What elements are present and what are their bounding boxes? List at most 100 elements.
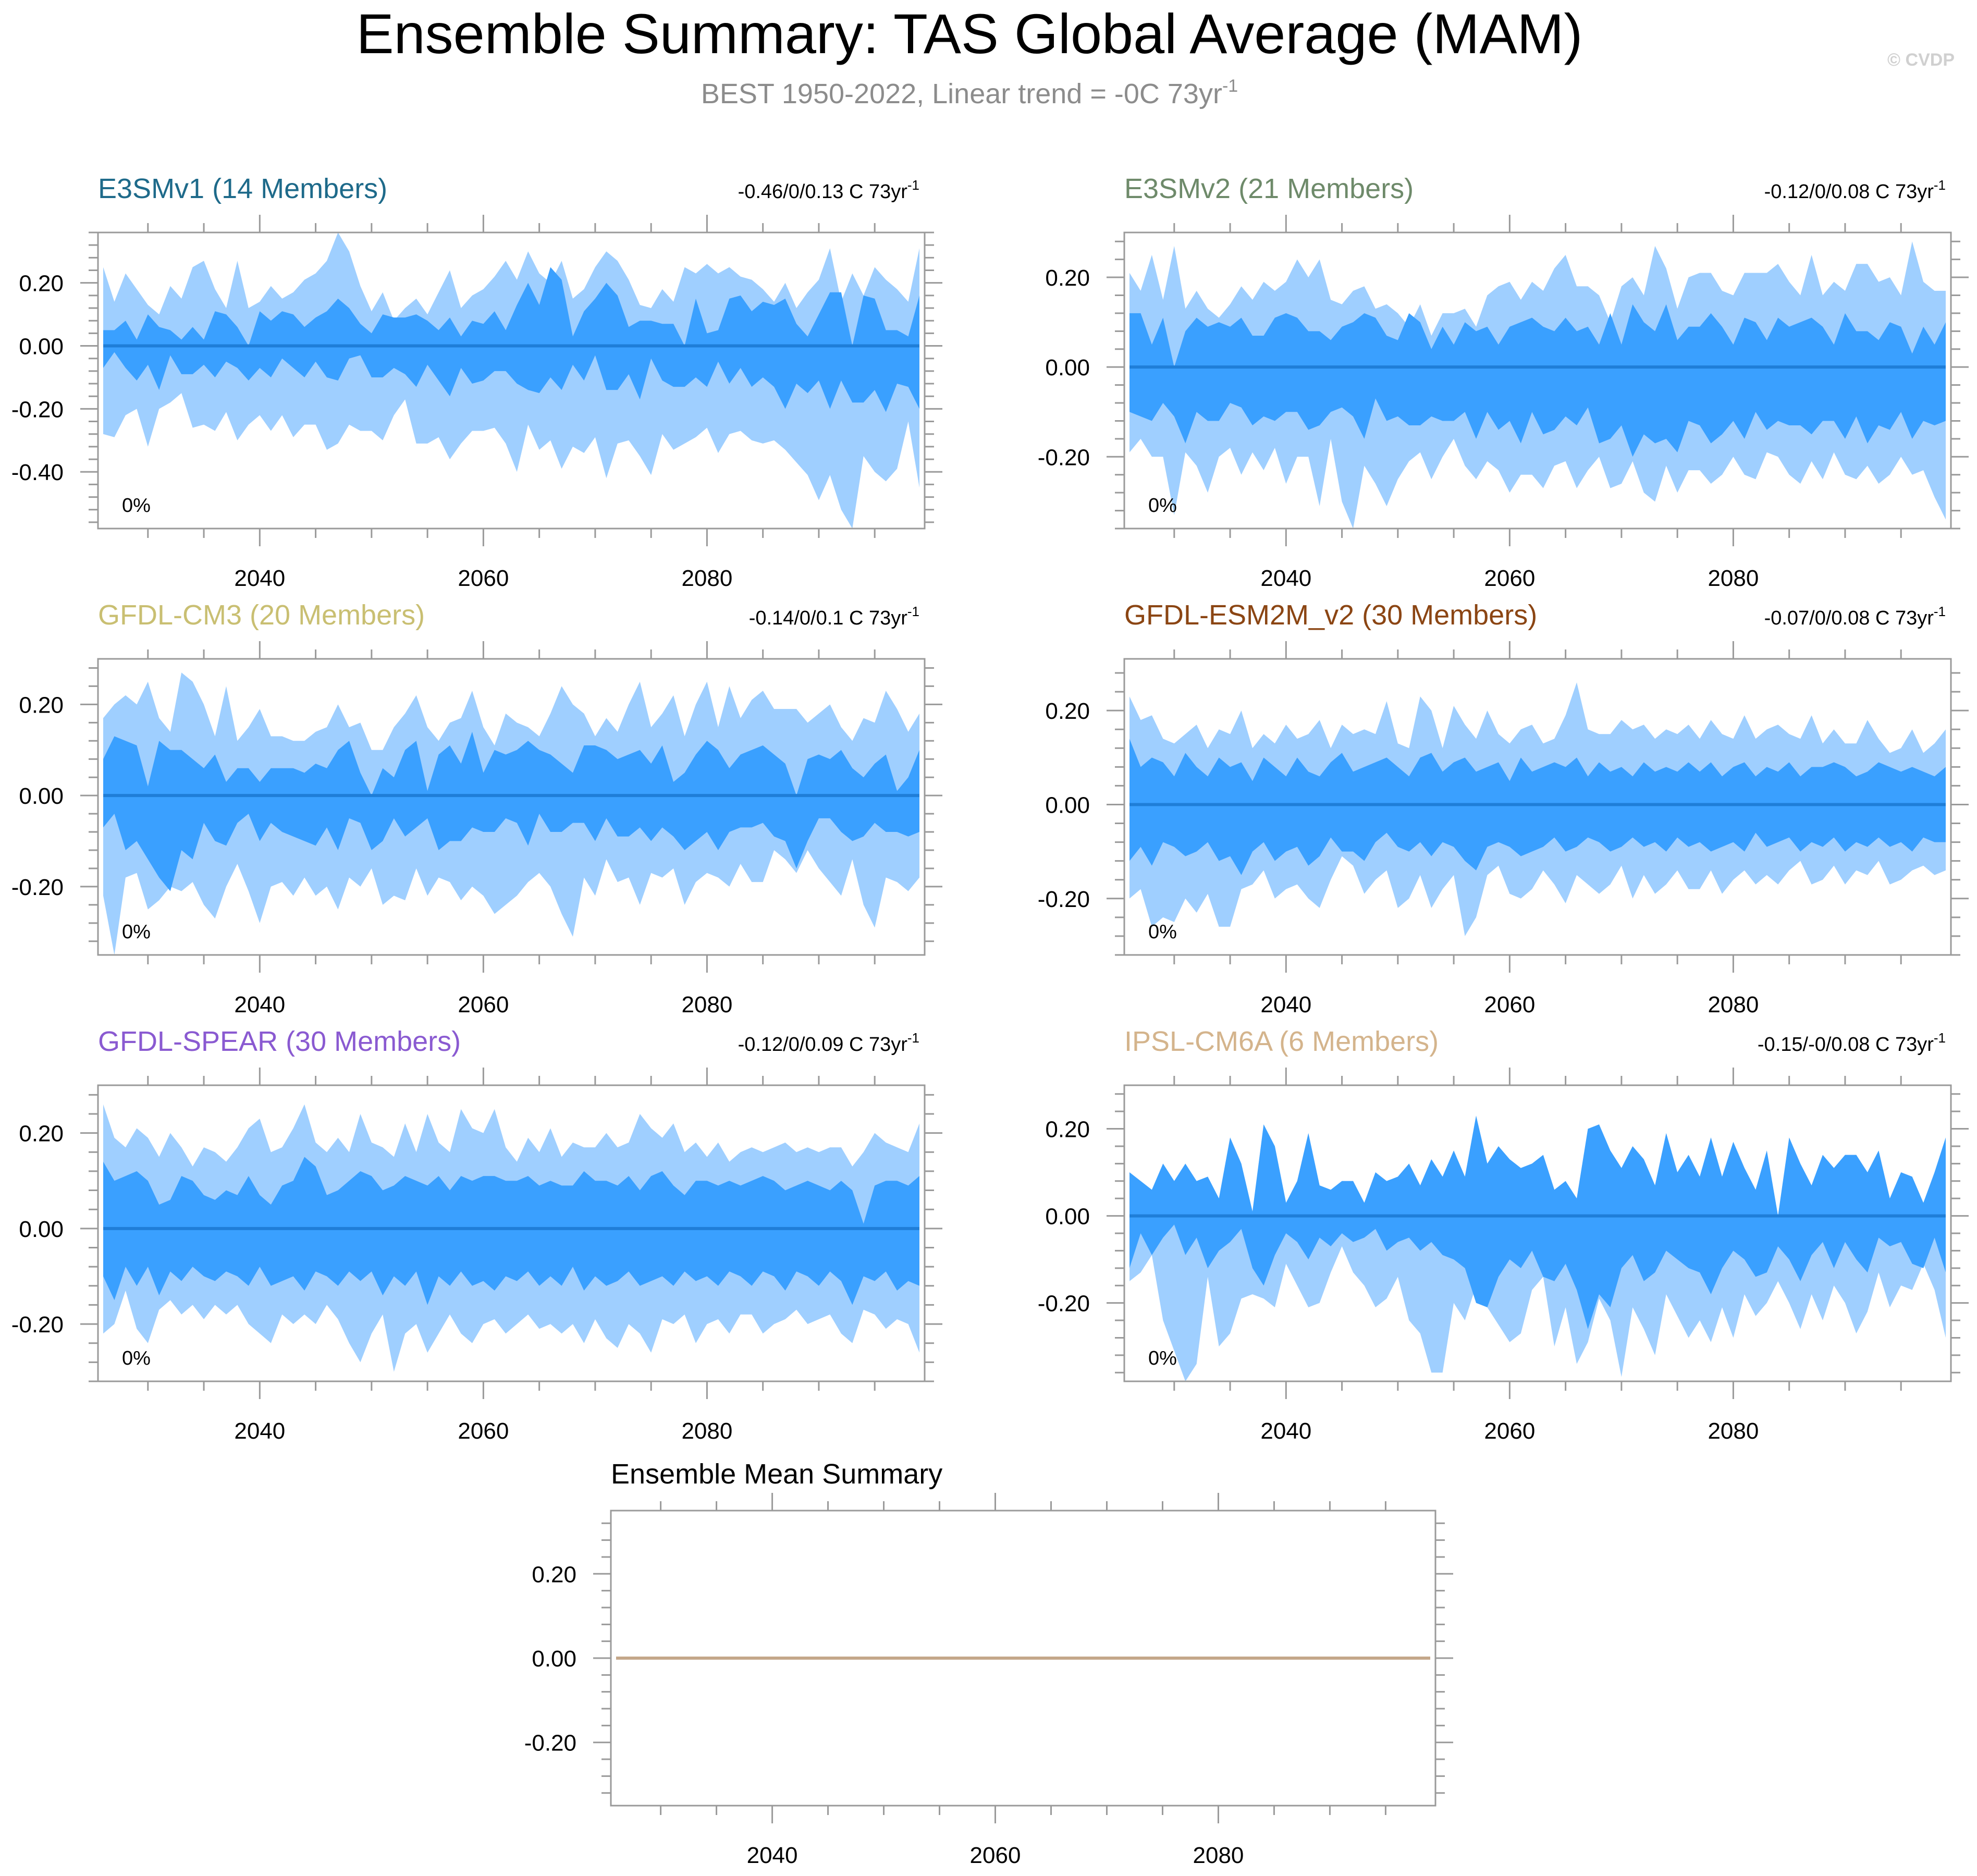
panel-title: Ensemble Mean Summary: [611, 1458, 942, 1490]
chart-panels: -0.40 -0.20 0.00 0.20 2040 2060 2080 E3SMv1 (14…: [11, 173, 1969, 1868]
inner-spread-band: [1129, 1115, 1946, 1329]
trend-value: -0.12/0/0.09 C 73yr: [738, 1034, 908, 1056]
y-tick-label: 0.20: [1045, 1117, 1090, 1143]
y-tick-label: 0.00: [1045, 355, 1090, 381]
y-tick-label: 0.00: [19, 1217, 64, 1242]
plot-frame: [1123, 658, 1952, 956]
panel-3: -0.20 0.00 0.20 2040 2060 2080 GFDL-CM3 (20 Me…: [11, 599, 942, 1017]
figure-title: Ensemble Summary: TAS Global Average (MA…: [357, 2, 1583, 65]
x-tick-label: 2080: [1708, 566, 1759, 591]
panel-1: -0.40 -0.20 0.00 0.20 2040 2060 2080 E3SMv1 (14…: [11, 173, 942, 591]
y-tick-label: -0.20: [11, 1312, 64, 1338]
trend-value: -0.07/0/0.08 C 73yr: [1764, 607, 1934, 629]
cvdp-watermark: © CVDP: [1887, 50, 1955, 70]
trend-value: -0.12/0/0.08 C 73yr: [1764, 181, 1934, 203]
panel-title: E3SMv2 (21 Members): [1124, 173, 1414, 204]
x-tick-label: 2040: [1260, 992, 1311, 1017]
trend-label: -0.07/0/0.08 C 73yr-1: [1764, 604, 1946, 629]
y-tick-label: 0.20: [1045, 698, 1090, 724]
percent-label: 0%: [1148, 1347, 1177, 1369]
y-tick-label: 0.20: [19, 692, 64, 718]
y-tick-label: -0.40: [11, 460, 64, 485]
y-tick-label: 0.00: [19, 783, 64, 809]
trend-label: -0.12/0/0.08 C 73yr-1: [1764, 177, 1946, 203]
x-tick-label: 2060: [970, 1843, 1021, 1868]
trend-value: -0.15/-0/0.08 C 73yr: [1758, 1034, 1934, 1056]
panel-title: GFDL-ESM2M_v2 (30 Members): [1124, 599, 1537, 631]
y-tick-label: -0.20: [524, 1731, 576, 1756]
panel-title: IPSL-CM6A (6 Members): [1124, 1026, 1439, 1057]
y-tick-label: 0.00: [19, 334, 64, 360]
trend-label: -0.14/0/0.1 C 73yr-1: [749, 604, 919, 629]
x-tick-label: 2080: [1708, 1418, 1759, 1444]
inner-spread-band: [1129, 304, 1946, 457]
percent-label: 0%: [1148, 921, 1177, 943]
outer-spread-band: [103, 232, 919, 529]
trend-value: -0.46/0/0.13 C 73yr: [738, 181, 908, 203]
x-tick-label: 2040: [234, 566, 285, 591]
y-tick-label: 0.00: [1045, 1204, 1090, 1230]
trend-exponent: -1: [1934, 177, 1946, 193]
trend-exponent: -1: [907, 604, 919, 619]
panel-2: -0.20 0.00 0.20 2040 2060 2080 E3SMv2 (21 Memb…: [1038, 173, 1969, 591]
y-tick-label: -0.20: [1038, 1291, 1090, 1317]
x-tick-label: 2040: [1260, 1418, 1311, 1444]
x-tick-label: 2060: [1484, 992, 1535, 1017]
trend-label: -0.12/0/0.09 C 73yr-1: [738, 1030, 919, 1056]
x-tick-label: 2060: [458, 992, 509, 1017]
percent-label: 0%: [122, 495, 151, 517]
y-tick-label: -0.20: [11, 397, 64, 422]
trend-exponent: -1: [907, 1030, 919, 1046]
x-tick-label: 2040: [234, 1418, 285, 1444]
x-tick-label: 2080: [681, 566, 732, 591]
y-tick-label: 0.20: [19, 271, 64, 297]
inner-spread-band: [103, 731, 919, 891]
x-tick-label: 2080: [681, 992, 732, 1017]
trend-exponent: -1: [1934, 604, 1946, 619]
y-tick-label: 0.00: [1045, 792, 1090, 818]
inner-spread-band: [103, 1157, 919, 1305]
percent-label: 0%: [1148, 495, 1177, 517]
percent-label: 0%: [122, 1347, 151, 1369]
trend-exponent: -1: [1934, 1030, 1946, 1046]
y-tick-label: -0.20: [1038, 445, 1090, 470]
panel-6: -0.20 0.00 0.20 2040 2060 2080 IPSL-CM6A (6 Me…: [1038, 1026, 1969, 1444]
x-tick-label: 2060: [1484, 1418, 1535, 1444]
figure-subtitle: BEST 1950-2022, Linear trend = -0C 73yr-…: [701, 76, 1238, 109]
trend-label: -0.15/-0/0.08 C 73yr-1: [1758, 1030, 1946, 1056]
x-tick-label: 2040: [234, 992, 285, 1017]
x-tick-label: 2060: [458, 1418, 509, 1444]
x-tick-label: 2080: [681, 1418, 732, 1444]
plot-frame: [1123, 231, 1952, 530]
x-tick-label: 2060: [458, 566, 509, 591]
x-tick-label: 2040: [747, 1843, 798, 1868]
panel-5: -0.20 0.00 0.20 2040 2060 2080 GFDL-SPEAR (30 …: [11, 1026, 942, 1444]
trend-value: -0.14/0/0.1 C 73yr: [749, 607, 908, 629]
plot-frame: [97, 231, 926, 530]
panel-4: -0.20 0.00 0.20 2040 2060 2080 GFDL-ESM2M_v2 (…: [1038, 599, 1969, 1017]
y-tick-label: -0.20: [1038, 887, 1090, 912]
inner-spread-band: [1129, 739, 1946, 875]
panel-title: E3SMv1 (14 Members): [98, 173, 387, 204]
y-tick-label: 0.00: [532, 1646, 576, 1672]
panel-7: -0.20 0.00 0.20 2040 2060 2080 Ensemble Mean S…: [524, 1458, 1453, 1868]
inner-spread-band: [103, 267, 919, 412]
y-tick-label: 0.20: [1045, 265, 1090, 291]
subtitle-text: BEST 1950-2022, Linear trend = -0C 73yr: [701, 78, 1222, 109]
panel-title: GFDL-CM3 (20 Members): [98, 599, 425, 631]
x-tick-label: 2040: [1260, 566, 1311, 591]
x-tick-label: 2060: [1484, 566, 1535, 591]
percent-label: 0%: [122, 921, 151, 943]
y-tick-label: -0.20: [11, 875, 64, 900]
x-tick-label: 2080: [1708, 992, 1759, 1017]
panel-title: GFDL-SPEAR (30 Members): [98, 1026, 461, 1057]
plot-frame: [97, 1084, 926, 1382]
x-tick-label: 2080: [1193, 1843, 1244, 1868]
y-tick-label: 0.20: [532, 1562, 576, 1587]
subtitle-exponent: -1: [1222, 76, 1238, 96]
y-tick-label: 0.20: [19, 1121, 64, 1147]
plot-frame: [97, 658, 926, 956]
trend-exponent: -1: [907, 177, 919, 193]
trend-label: -0.46/0/0.13 C 73yr-1: [738, 177, 919, 203]
